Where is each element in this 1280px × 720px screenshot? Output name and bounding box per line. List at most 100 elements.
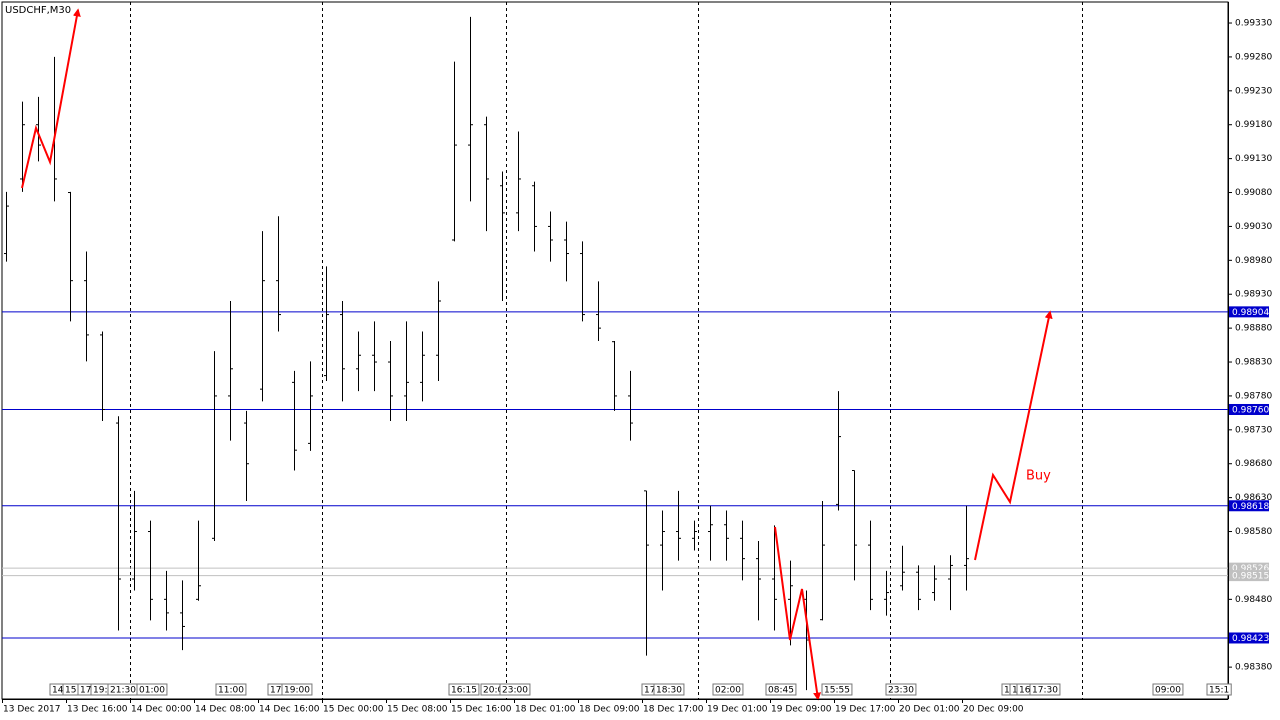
time-tag: 17 — [267, 683, 284, 696]
y-tick-label: 0.98380 — [1235, 663, 1272, 673]
day-separators — [130, 2, 1083, 699]
time-tag-label: 23:00 — [502, 686, 528, 696]
x-tick-label: 14 Dec 16:00 — [259, 705, 320, 715]
time-tag: 08:45 — [765, 683, 797, 696]
level-label-box — [1229, 306, 1269, 318]
time-tag-label: 09:00 — [1155, 686, 1181, 696]
time-tag-box — [136, 683, 168, 696]
bars — [4, 16, 969, 691]
level-label: 0.98618 — [1232, 502, 1269, 512]
time-tag: 09:00 — [1152, 683, 1184, 696]
time-tag: 19:00 — [281, 683, 313, 696]
y-tick-label: 0.98680 — [1235, 459, 1272, 469]
time-tag-label: 21:30 — [110, 686, 136, 696]
x-tick-label: 19 Dec 01:00 — [707, 705, 768, 715]
x-tick-label: 19 Dec 17:00 — [835, 705, 896, 715]
time-tag: 18:30 — [653, 683, 685, 696]
y-tick-label: 0.98630 — [1235, 493, 1272, 503]
time-tag: 15:1 — [1206, 683, 1232, 696]
time-tag: 02:00 — [712, 683, 744, 696]
x-tick-label: 13 Dec 16:00 — [67, 705, 128, 715]
x-tick-label: 14 Dec 00:00 — [131, 705, 192, 715]
y-tick-label: 0.99030 — [1235, 222, 1272, 232]
x-tick-label: 13 Dec 2017 — [3, 705, 61, 715]
time-tag-label: 19:00 — [284, 686, 310, 696]
x-tick-label: 19 Dec 09:00 — [771, 705, 832, 715]
y-tick-label: 0.98730 — [1235, 425, 1272, 435]
time-tag: 23:30 — [885, 683, 917, 696]
levels: 0.989040.987600.986180.984230.985260.985… — [2, 306, 1269, 644]
time-tag-label: 01:00 — [139, 686, 165, 696]
time-tag-label: 11:00 — [218, 686, 244, 696]
time-tag-box — [499, 683, 531, 696]
level-label: 0.98423 — [1232, 634, 1269, 644]
time-tag-label: 23:30 — [888, 686, 914, 696]
x-tick-label: 15 Dec 00:00 — [323, 705, 384, 715]
time-tag-label: 15:55 — [824, 686, 850, 696]
y-tick-label: 0.98830 — [1235, 358, 1272, 368]
y-tick-label: 0.99080 — [1235, 188, 1272, 198]
time-tag-box — [712, 683, 744, 696]
x-tick-label: 20 Dec 09:00 — [963, 705, 1024, 715]
level-label-box — [1229, 562, 1269, 574]
x-tick-label: 15 Dec 08:00 — [387, 705, 448, 715]
time-tag-label: 18:30 — [656, 686, 682, 696]
y-tick-label: 0.98580 — [1235, 527, 1272, 537]
x-tick-label: 14 Dec 08:00 — [195, 705, 256, 715]
time-tag: 16:15 — [448, 683, 480, 696]
time-tag: 23:00 — [499, 683, 531, 696]
y-tick-label: 0.99230 — [1235, 86, 1272, 96]
time-tag-box — [1029, 683, 1061, 696]
y-tick-label: 0.99280 — [1235, 52, 1272, 62]
time-tag-box — [215, 683, 247, 696]
time-tag: 17:30 — [1029, 683, 1061, 696]
y-tick-label: 0.98880 — [1235, 324, 1272, 334]
time-tag-label: 20:0 — [483, 686, 503, 696]
time-tag-label: 19: — [93, 686, 107, 696]
time-tag-label: 02:00 — [715, 686, 741, 696]
time-tag-label: 16:15 — [451, 686, 477, 696]
x-tick-label: 15 Dec 16:00 — [451, 705, 512, 715]
x-tick-label: 20 Dec 01:00 — [899, 705, 960, 715]
y-tick-label: 0.99130 — [1235, 154, 1272, 164]
x-tick-label: 18 Dec 17:00 — [643, 705, 704, 715]
time-tag-label: 14 — [52, 686, 64, 696]
time-tag-label: 15:1 — [1209, 686, 1229, 696]
y-tick-label: 0.99330 — [1235, 19, 1272, 29]
time-tag-label: 17:30 — [1032, 686, 1058, 696]
y-tick-label: 0.98780 — [1235, 391, 1272, 401]
time-tag-box — [821, 683, 853, 696]
time-tag-label: 16 — [1019, 686, 1031, 696]
time-tag-label: 15: — [65, 686, 79, 696]
time-tag-box — [1152, 683, 1184, 696]
y-tick-label: 0.98480 — [1235, 595, 1272, 605]
level-label: 0.98760 — [1232, 405, 1269, 415]
time-tag: 21:30 — [107, 683, 139, 696]
time-tag-label: 17 — [270, 686, 281, 696]
level-label: 0.98904 — [1232, 308, 1269, 318]
y-tick-label: 0.99180 — [1235, 120, 1272, 130]
drawn-arrows — [21, 8, 1053, 701]
x-tick-label: 18 Dec 01:00 — [515, 705, 576, 715]
time-tag-box — [281, 683, 313, 696]
chart-title: USDCHF,M30 — [5, 5, 71, 16]
time-tag-box — [653, 683, 685, 696]
time-tag: 11:00 — [215, 683, 247, 696]
time-tag-box — [765, 683, 797, 696]
time-tag: 19: — [90, 683, 110, 696]
level-label: 0.98515 — [1232, 572, 1269, 582]
x-tick-label: 18 Dec 09:00 — [579, 705, 640, 715]
y-tick-label: 0.98980 — [1235, 256, 1272, 266]
time-tag-label: 1 — [1012, 686, 1018, 696]
y-tick-label: 0.98930 — [1235, 290, 1272, 300]
time-tag-label: 1 — [1004, 686, 1010, 696]
time-tag: 15:55 — [821, 683, 853, 696]
level-label-box — [1229, 403, 1269, 415]
time-tag: 01:00 — [136, 683, 168, 696]
time-tag-box — [448, 683, 480, 696]
time-tag-box — [885, 683, 917, 696]
level-label-box — [1229, 632, 1269, 644]
